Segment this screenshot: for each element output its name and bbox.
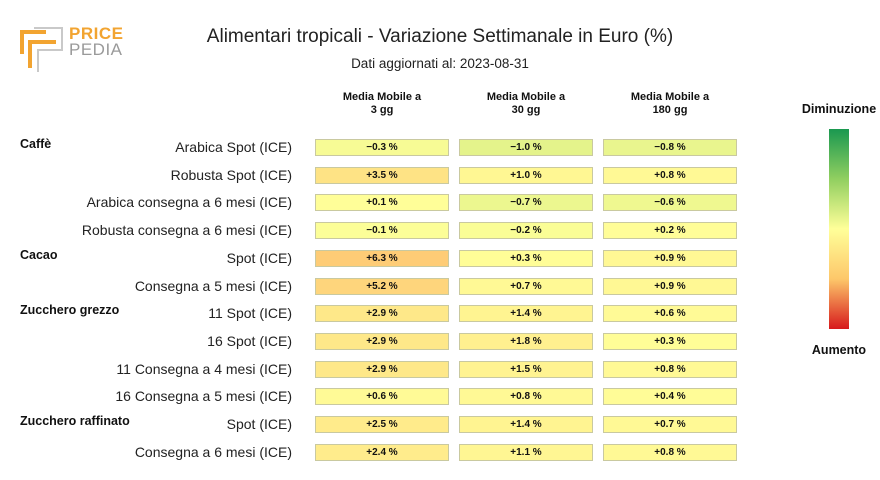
row-label-zucchero-grezzo-16-spot-ice: 16 Spot (ICE) — [207, 332, 292, 349]
heatmap-cell: +1.5 % — [459, 360, 593, 378]
heatmap-cell: +0.8 % — [603, 360, 737, 378]
heatmap-cell: −0.1 % — [315, 222, 449, 240]
legend-color-scale — [829, 129, 849, 329]
logo-text-pedia: PEDIA — [69, 40, 123, 59]
heatmap-cell: +1.0 % — [459, 166, 593, 184]
heatmap-cell: +3.5 % — [315, 166, 449, 184]
row-label-caff-robusta-spot-ice: Robusta Spot (ICE) — [170, 166, 292, 183]
heatmap-cell: +0.2 % — [603, 222, 737, 240]
group-label-zucchero-raffinato: Zucchero raffinato — [20, 414, 130, 428]
heatmap-cell: +0.1 % — [315, 194, 449, 212]
heatmap-cell: +2.9 % — [315, 360, 449, 378]
heatmap-cell: +0.9 % — [603, 249, 737, 267]
row-label-zucchero-raffinato-spot-ice: Spot (ICE) — [226, 416, 292, 432]
group-label-cacao: Cacao — [20, 247, 58, 262]
logo-text-price: PRICE — [69, 24, 124, 43]
row-label-caff-arabica-spot-ice: Arabica Spot (ICE) — [175, 139, 292, 155]
legend-label-decrease: Diminuzione — [801, 102, 877, 116]
heatmap-cell: +0.8 % — [459, 388, 593, 406]
heatmap-cell: +2.9 % — [315, 332, 449, 350]
column-header-180gg: Media Mobile a 180 gg — [630, 91, 710, 116]
heatmap-cell: −0.7 % — [459, 194, 593, 212]
row-label-zucchero-raffinato-consegna-a-6-mesi-ice: Consegna a 6 mesi (ICE) — [134, 443, 292, 460]
legend-label-increase: Aumento — [811, 343, 867, 357]
heatmap-cell: +0.8 % — [603, 443, 737, 461]
heatmap-cell: +0.7 % — [603, 416, 737, 433]
column-header-30gg: Media Mobile a 30 gg — [486, 91, 566, 116]
heatmap-cell: +2.4 % — [315, 443, 449, 461]
heatmap-cell: +5.2 % — [315, 277, 449, 295]
heatmap-cell: +0.3 % — [459, 249, 593, 267]
row-label-cacao-spot-ice: Spot (ICE) — [226, 249, 292, 266]
heatmap-cell: +0.9 % — [603, 277, 737, 295]
row-label-caff-arabica-consegna-a-6-mesi-ice: Arabica consegna a 6 mesi (ICE) — [86, 194, 292, 211]
row-label-cacao-consegna-a-5-mesi-ice: Consegna a 5 mesi (ICE) — [134, 277, 292, 294]
chart-title: Alimentari tropicali - Variazione Settim… — [206, 26, 674, 47]
pricepedia-logo: PRICE PEDIA — [20, 24, 130, 74]
heatmap-cell: +0.6 % — [315, 388, 449, 406]
heatmap-cell: −0.8 % — [603, 139, 737, 156]
heatmap-cell: +1.4 % — [459, 416, 593, 433]
heatmap-cell: +1.1 % — [459, 443, 593, 461]
heatmap-cell: +1.4 % — [459, 305, 593, 323]
row-label-zucchero-grezzo-16-consegna-a-5-mesi-ice: 16 Consegna a 5 mesi (ICE) — [115, 388, 292, 405]
heatmap-cell: +0.7 % — [459, 277, 593, 295]
row-label-zucchero-grezzo-11-consegna-a-4-mesi-ice: 11 Consegna a 4 mesi (ICE) — [116, 360, 292, 377]
heatmap-cell: +0.3 % — [603, 332, 737, 350]
heatmap-cell: +0.4 % — [603, 388, 737, 406]
heatmap-cell: −0.2 % — [459, 222, 593, 240]
group-label-zucchero-grezzo: Zucchero grezzo — [20, 303, 120, 318]
heatmap-cell: −0.6 % — [603, 194, 737, 212]
logo-mark-icon — [20, 27, 63, 72]
heatmap-cell: +0.8 % — [603, 166, 737, 184]
heatmap-cell: +6.3 % — [315, 249, 449, 267]
row-label-zucchero-grezzo-11-spot-ice: 11 Spot (ICE) — [208, 305, 292, 322]
heatmap-cell: −1.0 % — [459, 139, 593, 156]
heatmap-cell: +2.9 % — [315, 305, 449, 323]
heatmap-cell: +2.5 % — [315, 416, 449, 433]
heatmap-cell: +1.8 % — [459, 332, 593, 350]
heatmap-cell: −0.3 % — [315, 139, 449, 156]
row-label-caff-robusta-consegna-a-6-mesi-ice: Robusta consegna a 6 mesi (ICE) — [81, 222, 292, 239]
heatmap-cell: +0.6 % — [603, 305, 737, 323]
chart-subtitle: Dati aggiornati al: 2023-08-31 — [351, 56, 529, 71]
group-label-caff: Caffè — [20, 137, 52, 151]
